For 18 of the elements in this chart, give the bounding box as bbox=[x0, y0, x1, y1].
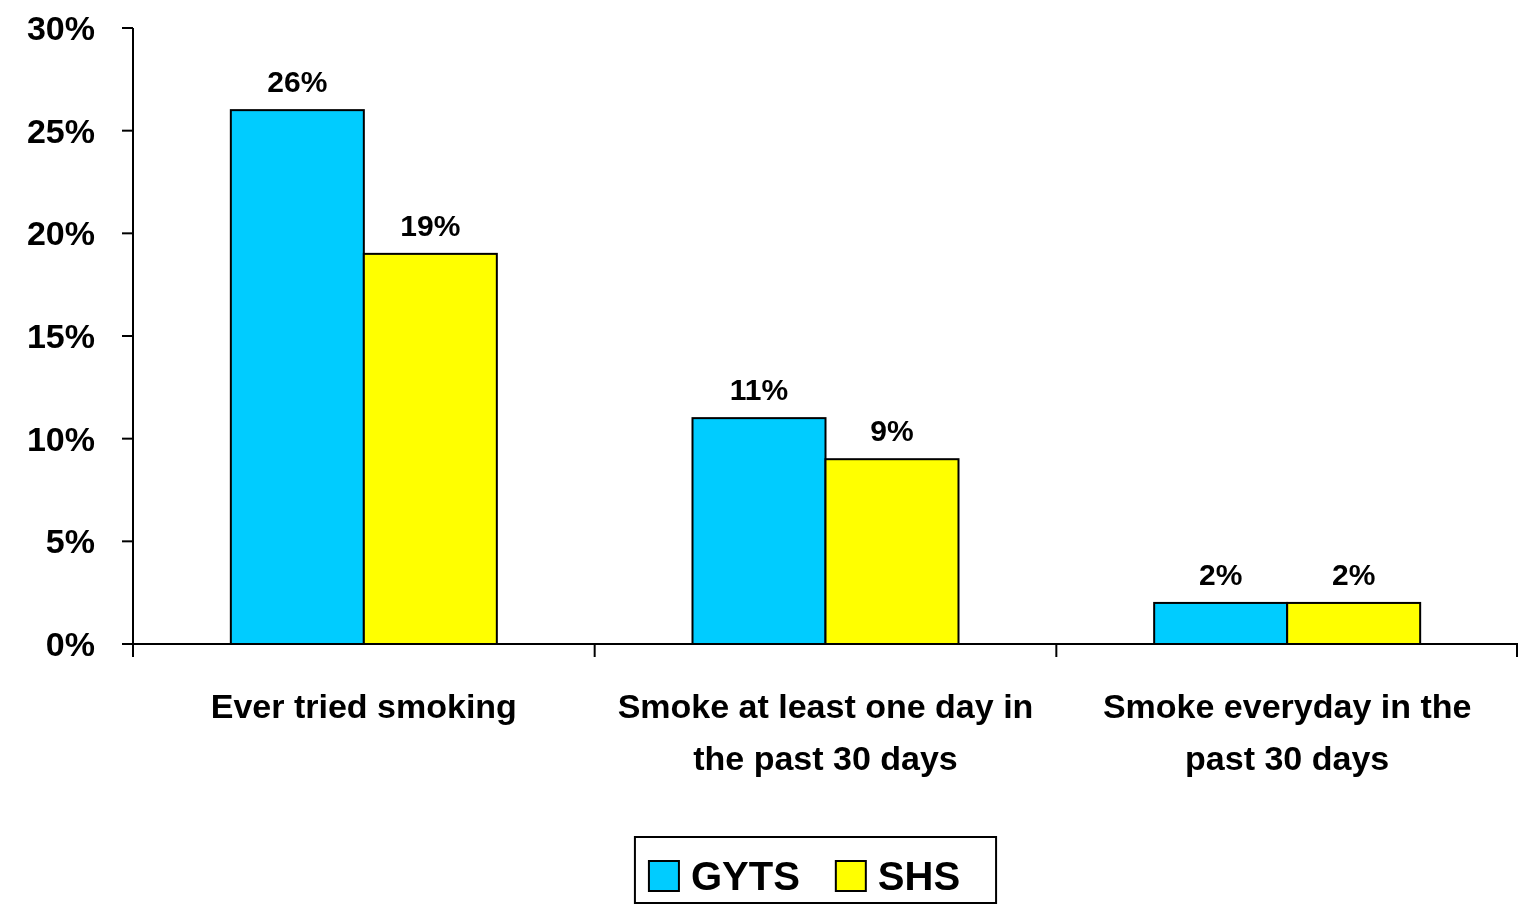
y-tick-label: 5% bbox=[45, 522, 95, 561]
data-label: 9% bbox=[870, 414, 914, 448]
legend-label: SHS bbox=[877, 854, 961, 899]
data-label: 2% bbox=[1198, 557, 1243, 591]
data-label: 2% bbox=[1331, 557, 1376, 591]
x-tick-label: Smoke everyday in the past 30 days bbox=[1102, 687, 1472, 777]
y-tick-label: 10% bbox=[26, 419, 95, 458]
data-label: 11% bbox=[729, 373, 789, 407]
y-tick-label: 15% bbox=[26, 316, 95, 355]
x-tick-label: Smoke at least one day in the past 30 days bbox=[617, 687, 1034, 777]
data-label: 19% bbox=[400, 208, 461, 242]
y-tick-label: 0% bbox=[45, 624, 95, 663]
x-tick-label: Ever tried smoking bbox=[210, 687, 517, 725]
y-tick-label: 25% bbox=[26, 111, 95, 150]
y-tick-label: 20% bbox=[26, 214, 95, 253]
legend-label: GYTS bbox=[690, 854, 800, 899]
y-tick-label: 30% bbox=[26, 8, 95, 47]
data-label: 26% bbox=[267, 65, 328, 99]
